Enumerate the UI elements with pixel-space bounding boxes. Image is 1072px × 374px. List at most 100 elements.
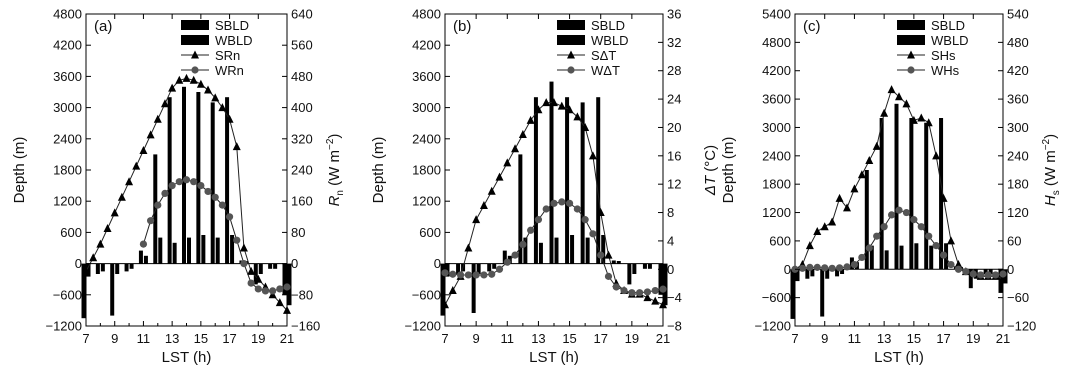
series-point-WΔT bbox=[503, 258, 511, 266]
series-point-WHs bbox=[991, 271, 1000, 279]
series-point-SHs bbox=[843, 203, 851, 212]
series-point-SΔT bbox=[651, 296, 660, 305]
series-point-SHs bbox=[887, 85, 896, 94]
wbld-bar bbox=[476, 263, 481, 274]
sbld-bar bbox=[182, 86, 186, 264]
y-left-tick-label: 0 bbox=[75, 256, 82, 271]
series-point-SHs bbox=[999, 274, 1007, 283]
y-right-tick-label: 540 bbox=[1007, 7, 1029, 22]
y-left-tick-label: 4200 bbox=[762, 63, 791, 78]
series-point-SHs bbox=[909, 115, 918, 124]
y-right-tick-label: 480 bbox=[1007, 35, 1029, 50]
legend-triangle-marker bbox=[191, 50, 199, 59]
wbld-bar bbox=[929, 245, 934, 270]
x-tick-label: 15 bbox=[194, 331, 208, 346]
wbld-bar bbox=[143, 255, 148, 264]
series-point-SRn bbox=[110, 208, 119, 217]
y-right-tick-label: 560 bbox=[291, 38, 313, 53]
legend-label: SRn bbox=[215, 48, 240, 63]
wbld-bar bbox=[538, 242, 543, 264]
wbld-bar bbox=[158, 237, 163, 264]
series-point-SRn bbox=[283, 305, 291, 314]
series-point-WΔT bbox=[581, 216, 589, 224]
x-tick-label: 7 bbox=[791, 331, 798, 346]
series-point-SRn bbox=[132, 161, 141, 170]
series-point-WHs bbox=[858, 253, 866, 262]
wbld-bar bbox=[869, 245, 874, 270]
wbld-bar bbox=[988, 269, 993, 274]
series-point-SRn bbox=[153, 114, 162, 123]
y-right-tick-label: 300 bbox=[1007, 120, 1029, 135]
legend-item: WRn bbox=[181, 63, 244, 78]
series-point-SHs bbox=[835, 193, 844, 202]
series-point-WHs bbox=[977, 271, 985, 279]
x-tick-label: 21 bbox=[996, 331, 1010, 346]
x-tick-label: 17 bbox=[222, 331, 236, 346]
series-point-WHs bbox=[828, 264, 836, 272]
sbld-bar bbox=[268, 263, 273, 269]
series-point-WHs bbox=[843, 263, 851, 271]
y-right-label-main: ΔT bbox=[702, 174, 719, 196]
panel-label: (a) bbox=[94, 18, 112, 35]
y-right-label-unit: (W m bbox=[326, 150, 343, 190]
series-point-SΔT bbox=[487, 186, 496, 195]
series-point-WRn bbox=[168, 182, 176, 190]
y-right-label-close: ) bbox=[326, 134, 343, 139]
y-left-tick-label: 1200 bbox=[412, 194, 441, 209]
x-tick-label: 9 bbox=[473, 331, 480, 346]
series-point-WHs bbox=[910, 216, 918, 224]
y-left-tick-label: 4800 bbox=[762, 35, 791, 50]
series-point-SHs bbox=[954, 260, 963, 269]
y-right-tick-label: 240 bbox=[291, 163, 313, 178]
series-point-WRn bbox=[261, 287, 270, 295]
series-point-WΔT bbox=[488, 270, 496, 278]
y-left-tick-label: 3000 bbox=[412, 100, 441, 115]
wbld-bar bbox=[632, 263, 637, 274]
y-right-tick-label: 240 bbox=[1007, 148, 1029, 163]
series-point-SHs bbox=[895, 92, 903, 101]
series-point-WΔT bbox=[628, 289, 636, 297]
legend-item: WHs bbox=[897, 63, 960, 78]
y-left-tick-label: 1800 bbox=[762, 177, 791, 192]
x-tick-label: 11 bbox=[137, 331, 151, 346]
x-tick-label: 21 bbox=[280, 331, 294, 346]
series-point-WRn bbox=[269, 287, 277, 295]
x-tick-label: 9 bbox=[821, 331, 828, 346]
series-point-WΔT bbox=[597, 251, 605, 259]
sbld-bar bbox=[210, 102, 215, 264]
wbld-bar bbox=[601, 235, 606, 264]
series-point-SΔT bbox=[659, 300, 667, 309]
series-point-SRn bbox=[211, 93, 220, 102]
series-point-SRn bbox=[160, 99, 169, 108]
wbld-bar bbox=[201, 235, 206, 264]
series-point-SΔT bbox=[441, 300, 449, 309]
legend-bar-swatch bbox=[897, 35, 925, 45]
series-point-WHs bbox=[798, 264, 807, 272]
series-point-SRn bbox=[96, 239, 105, 248]
y-left-tick-label: 1200 bbox=[53, 194, 82, 209]
y-left-axis-label: Depth (m) bbox=[11, 137, 28, 204]
y-left-tick-label: 3600 bbox=[762, 92, 791, 107]
series-point-WHs bbox=[925, 232, 933, 240]
sbld-bar bbox=[924, 122, 929, 270]
sbld-bar bbox=[138, 250, 143, 264]
y-right-label-unit: (°C) bbox=[702, 145, 719, 176]
series-point-SHs bbox=[805, 241, 814, 250]
sbld-bar bbox=[580, 102, 585, 264]
sbld-bar bbox=[864, 170, 869, 270]
y-left-tick-label: 600 bbox=[419, 225, 441, 240]
series-point-SHs bbox=[850, 184, 859, 193]
series-point-WΔT bbox=[464, 271, 472, 279]
series-point-WRn bbox=[197, 182, 205, 190]
y-right-tick-label: 480 bbox=[291, 69, 313, 84]
series-point-SHs bbox=[939, 193, 948, 202]
series-point-WHs bbox=[821, 264, 829, 272]
series-point-SHs bbox=[917, 113, 926, 122]
series-point-SRn bbox=[168, 83, 177, 92]
series-point-WHs bbox=[932, 242, 940, 250]
series-point-SRn bbox=[218, 103, 227, 112]
legend-label: WBLD bbox=[931, 33, 969, 48]
series-point-WRn bbox=[240, 260, 248, 268]
